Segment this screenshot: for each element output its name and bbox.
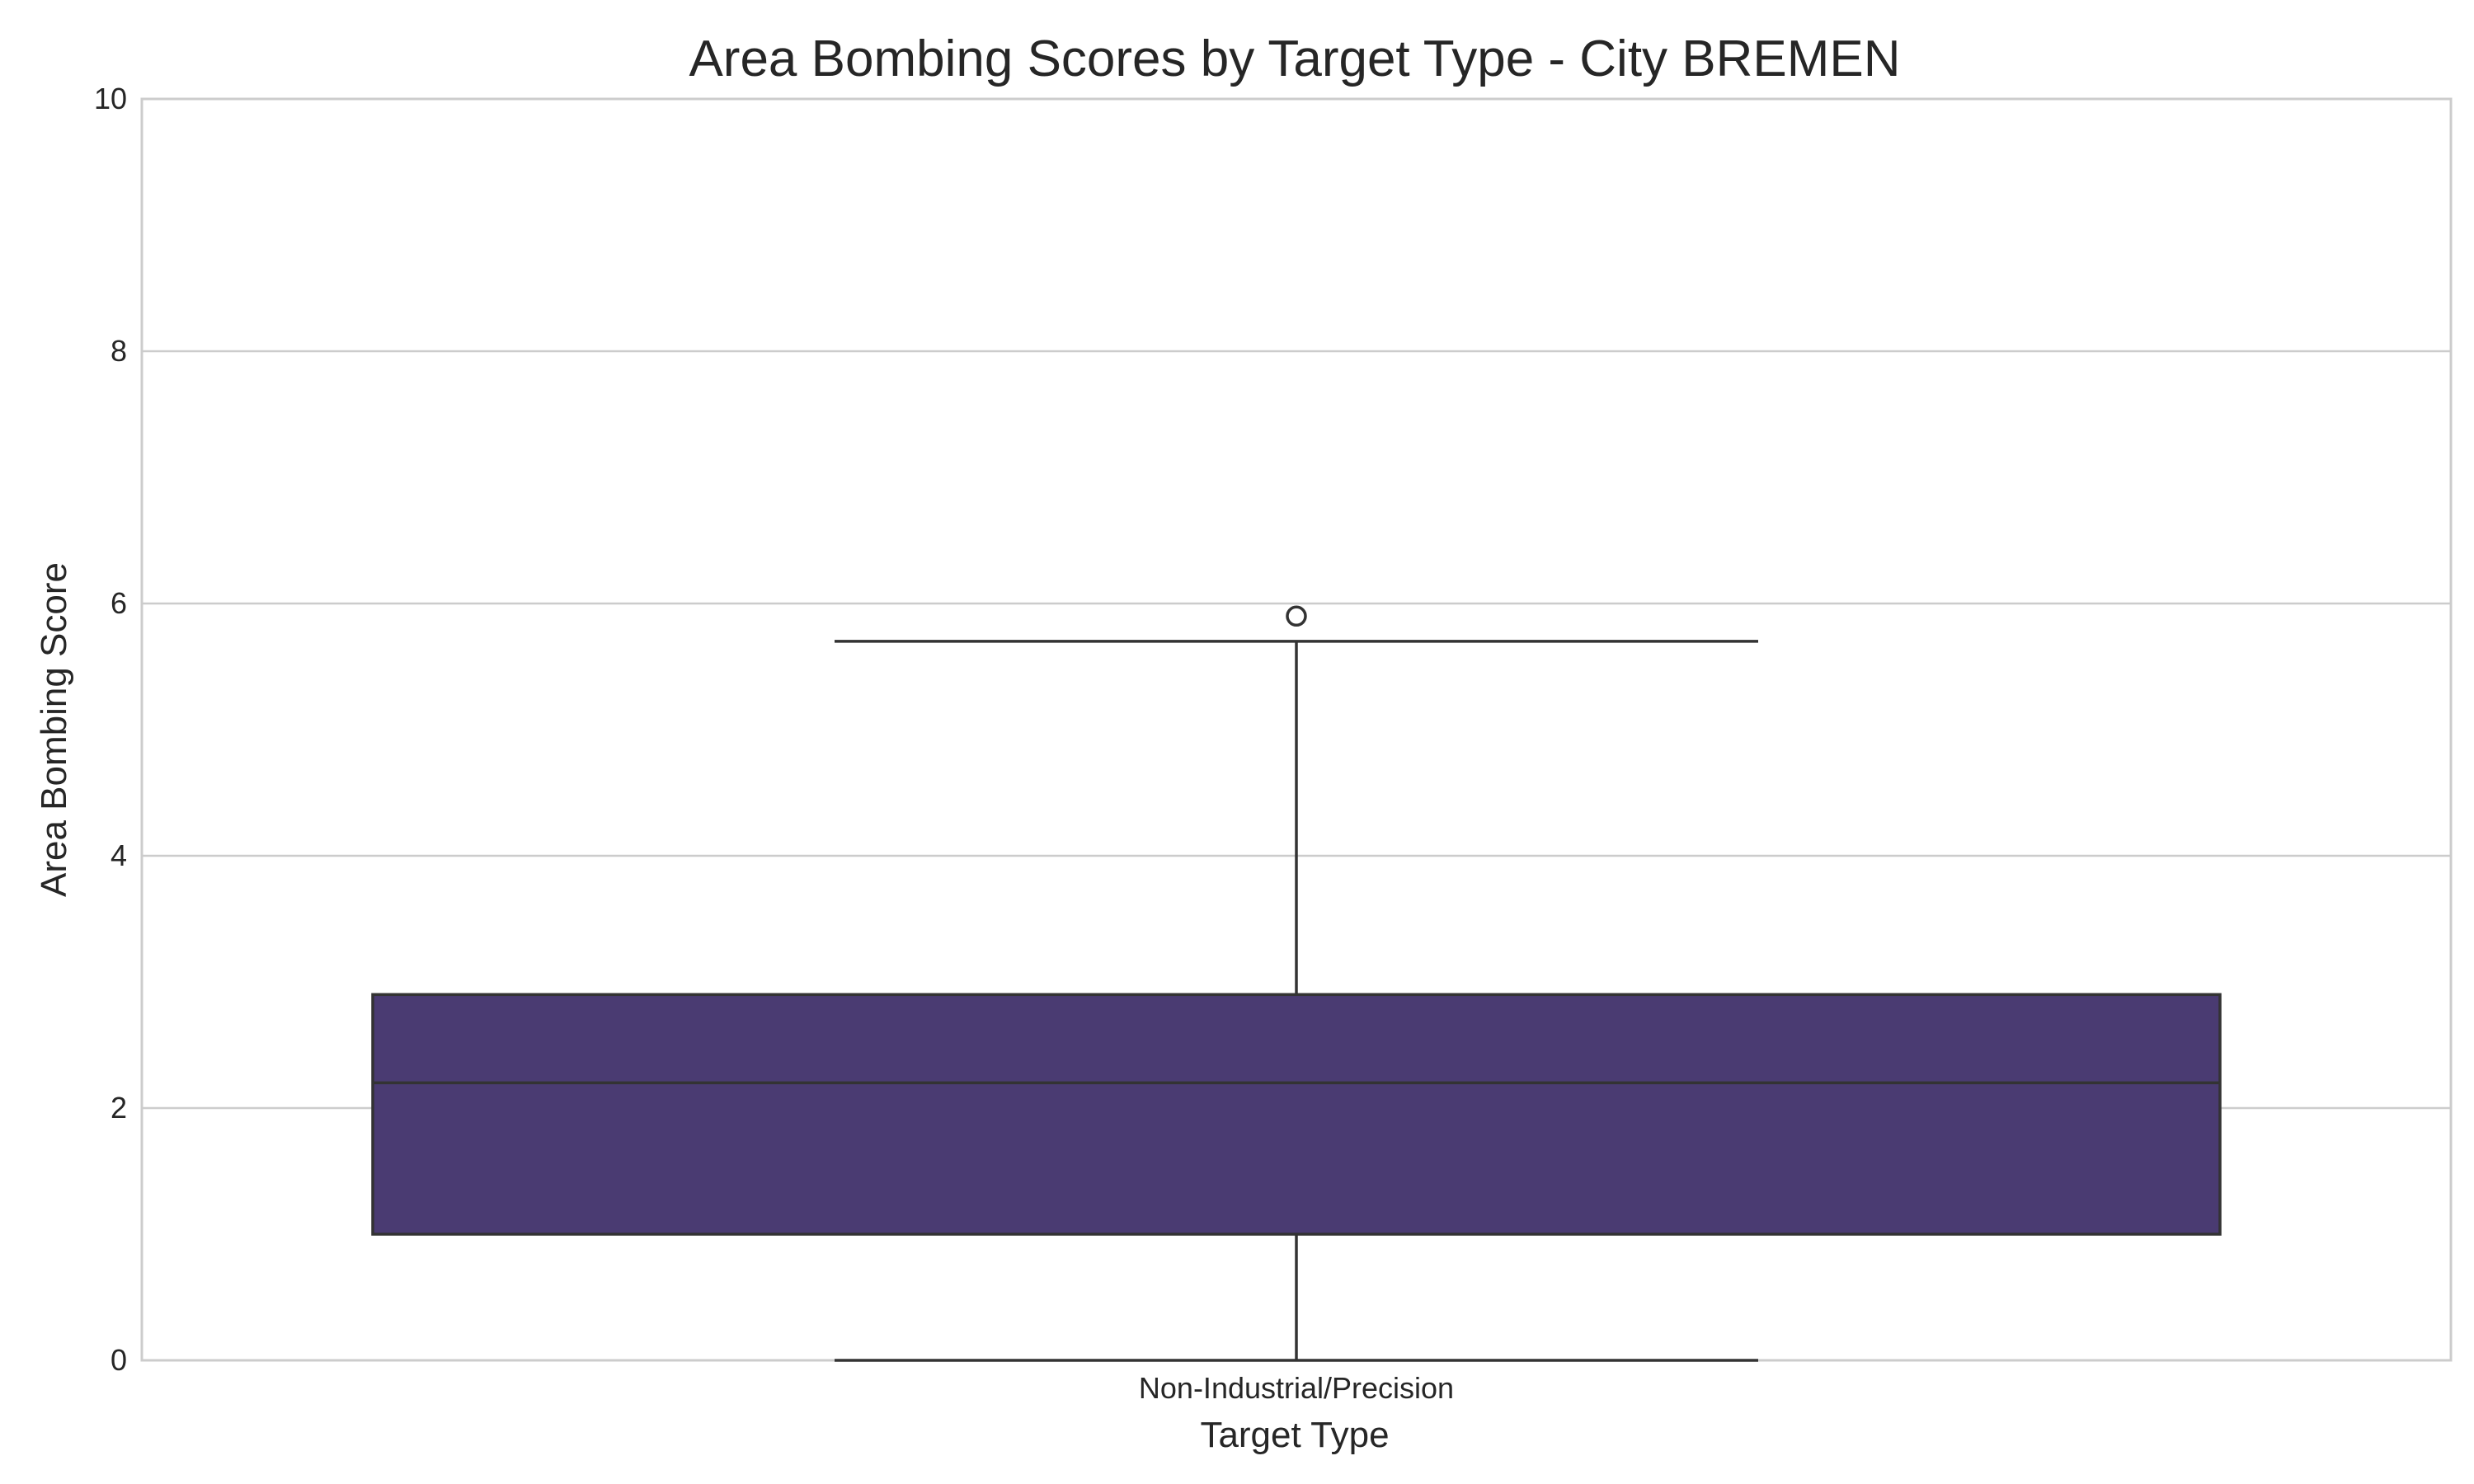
y-tick-label: 2 <box>111 1091 127 1125</box>
y-tick-label: 10 <box>94 82 127 115</box>
box-series <box>371 605 2222 1362</box>
y-axis-label: Area Bombing Score <box>34 562 74 897</box>
y-tick-label: 4 <box>111 838 127 872</box>
box-1 <box>371 605 2222 1362</box>
chart-title: Area Bombing Scores by Target Type - Cit… <box>689 31 1900 87</box>
y-tick-label: 8 <box>111 334 127 368</box>
x-tick-label: Non-Industrial/Precision <box>1139 1371 1454 1405</box>
x-axis-label: Target Type <box>1200 1415 1389 1455</box>
interquartile-box <box>371 993 2222 1236</box>
y-axis-ticks: 0 2 4 6 8 10 <box>94 82 127 1377</box>
outlier-point <box>1286 605 1307 627</box>
y-tick-label: 6 <box>111 586 127 620</box>
x-axis-ticks: Non-Industrial/Precision <box>1139 1371 1454 1405</box>
y-tick-label: 0 <box>111 1343 127 1377</box>
